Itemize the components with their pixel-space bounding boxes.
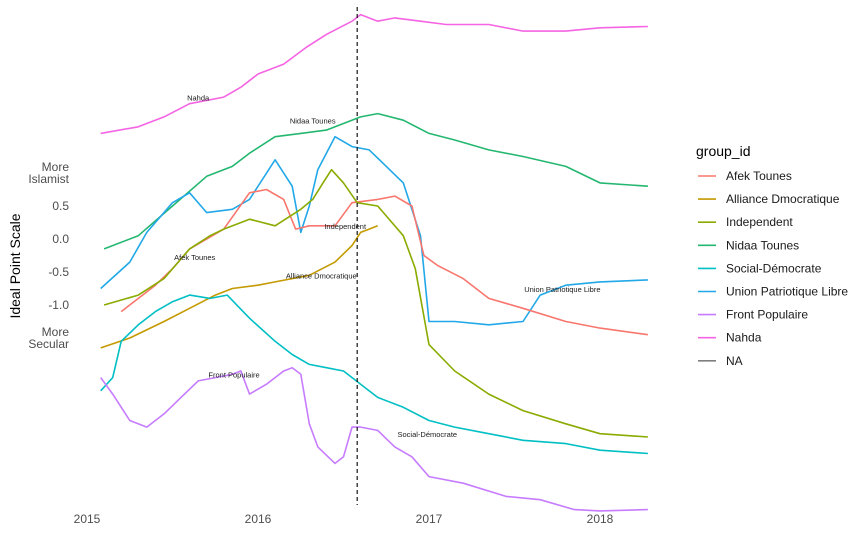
x-tick-label: 2015	[74, 512, 101, 526]
legend: group_id Afek Tounes Alliance Dmocratique I…	[696, 143, 848, 368]
annotation-front-populaire: Front Populaire	[208, 371, 259, 380]
y-axis-title: Ideal Point Scale	[7, 213, 23, 318]
annotation-social-democrate: Social-Démocrate	[397, 430, 457, 439]
axes: 2015 2016 2017 2018 More Islamist 0.5 0.0 -0.5 -1…	[7, 160, 614, 526]
legend-label-nidaa-tounes: Nidaa Tounes	[726, 238, 799, 252]
annotation-alliance-dmocratique: Alliance Dmocratique	[286, 272, 357, 281]
legend-title: group_id	[696, 143, 751, 159]
x-tick-label: 2018	[587, 512, 614, 526]
legend-label-front-populaire: Front Populaire	[726, 308, 808, 322]
plot-area	[100, 7, 649, 512]
series-line-nidaa-tounes	[103, 112, 648, 250]
legend-label-alliance-dmocratique: Alliance Dmocratique	[726, 192, 840, 206]
series-line-nahda	[100, 13, 648, 135]
y-tick-label: More Secular	[28, 325, 69, 351]
legend-label-independent: Independent	[726, 215, 793, 229]
y-tick-label: 0.0	[52, 232, 69, 246]
annotation-independent: Independent	[324, 222, 367, 231]
legend-label-afek-tounes: Afek Tounes	[726, 169, 792, 183]
y-tick-label: 0.5	[52, 199, 69, 213]
annotation-union-patriotique-libre: Union Patriotique Libre	[524, 285, 600, 294]
legend-label-na: NA	[726, 354, 743, 368]
series-line-front-populaire	[100, 366, 648, 512]
y-tick-label: -0.5	[48, 265, 69, 279]
series-line-social-democrate	[100, 294, 648, 455]
legend-label-social-democrate: Social-Démocrate	[726, 261, 822, 275]
series-line-union-patriotique-libre	[100, 135, 648, 326]
annotation-afek-tounes: Afek Tounes	[174, 253, 215, 262]
legend-label-union-patriotique-libre: Union Patriotique Libre	[726, 285, 848, 299]
y-tick-label: More Islamist	[28, 160, 69, 186]
legend-label-nahda: Nahda	[726, 331, 762, 345]
series-line-independent	[103, 168, 648, 438]
x-tick-label: 2016	[245, 512, 272, 526]
annotations: Nahda Nidaa Tounes Independent Afek Tounes A…	[174, 93, 600, 439]
series-line-alliance-dmocratique	[100, 225, 378, 349]
annotation-nahda: Nahda	[187, 93, 210, 102]
annotation-nidaa-tounes: Nidaa Tounes	[290, 117, 336, 126]
series-line-afek-tounes	[120, 188, 649, 336]
x-tick-label: 2017	[416, 512, 443, 526]
y-tick-label: -1.0	[48, 298, 69, 312]
